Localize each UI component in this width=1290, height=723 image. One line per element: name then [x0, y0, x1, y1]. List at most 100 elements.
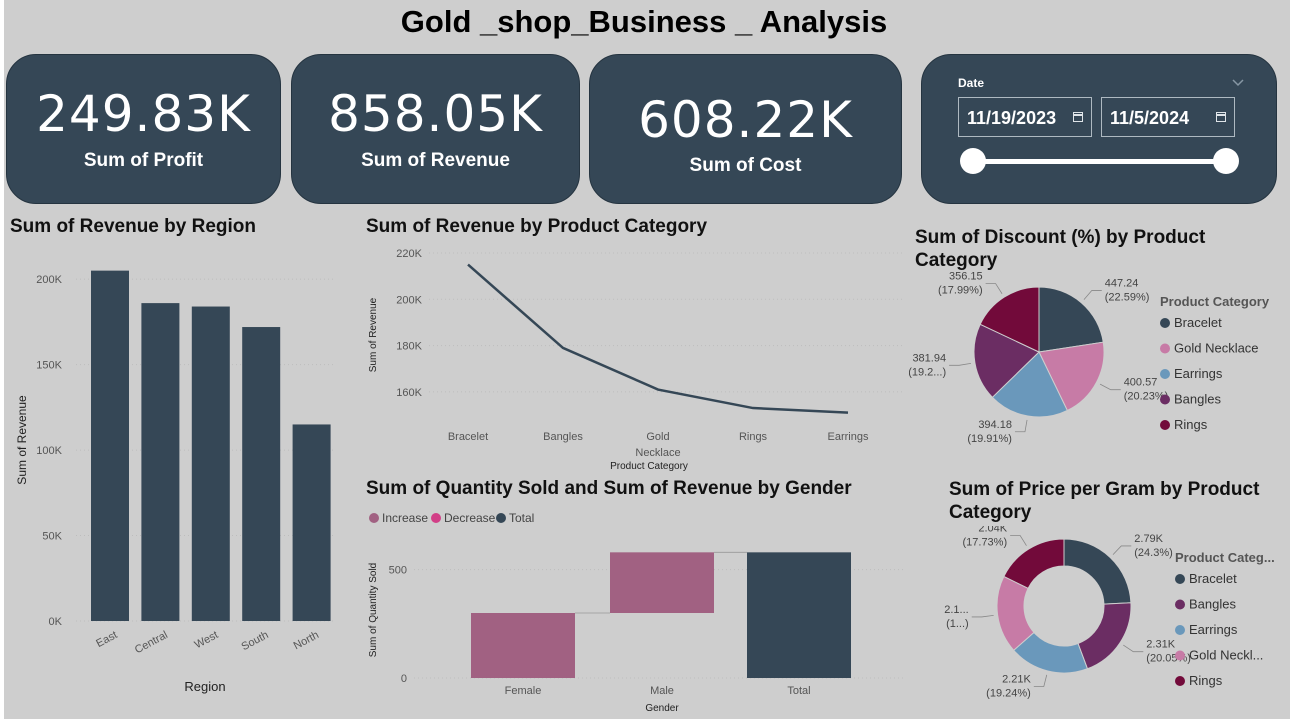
y-tick-label: 100K: [36, 445, 62, 457]
calendar-icon[interactable]: [1216, 112, 1226, 122]
y-axis-title: Sum of Revenue: [15, 395, 29, 485]
legend-swatch: [1160, 394, 1170, 405]
x-tick-label: Rings: [739, 431, 768, 443]
x-tick-label: East: [94, 629, 119, 650]
legend-entry: Earrings: [1189, 622, 1238, 637]
y-axis-title: Sum of Quantity Sold: [368, 563, 379, 658]
y-axis-title: Sum of Revenue: [368, 297, 379, 372]
end-date-value: 11/5/2024: [1110, 108, 1190, 128]
legend-swatch: [1175, 676, 1185, 686]
legend-swatch: [431, 513, 441, 523]
slice-percent-label: (1...): [946, 618, 969, 630]
x-axis-title: Product Category: [610, 461, 688, 472]
end-date-input[interactable]: 11/5/2024: [1101, 97, 1235, 137]
x-tick-label: Bracelet: [448, 431, 488, 443]
slice-percent-label: (19.24%): [986, 688, 1031, 700]
leader-line: [1123, 644, 1144, 653]
legend-swatch: [1160, 369, 1170, 379]
legend-swatch: [496, 513, 506, 523]
x-tick-label: Bangles: [543, 431, 583, 443]
slice-value-label: 356.15: [949, 272, 983, 283]
legend-title: Product Category: [1160, 294, 1270, 309]
x-tick-label: Earrings: [828, 431, 869, 443]
slice-percent-label: (19.91%): [967, 433, 1012, 445]
kpi-card-cost[interactable]: 608.22K Sum of Cost: [589, 54, 902, 204]
y-tick-label: 50K: [42, 531, 62, 543]
y-tick-label: 180K: [396, 341, 422, 353]
x-tick-label: North: [292, 629, 321, 652]
end-date-handle[interactable]: [1213, 148, 1239, 174]
legend-swatch: [1175, 599, 1185, 610]
legend-entry: Bracelet: [1189, 571, 1237, 586]
legend-swatch: [1160, 420, 1170, 430]
legend-entry: Bangles: [1189, 597, 1236, 612]
slice-percent-label: (20.23%): [1124, 391, 1169, 403]
chart-title-region: Sum of Revenue by Region: [10, 216, 256, 237]
slice-3: [973, 323, 1040, 399]
y-tick-label: 200K: [36, 274, 62, 286]
legend-entry: Rings: [1174, 417, 1208, 432]
gender-waterfall-chart: Increase Decrease Total 0 500 Female Male Total…: [368, 511, 904, 714]
kpi-label-profit: Sum of Profit: [83, 150, 204, 171]
leader-line: [985, 283, 1003, 294]
leader-line: [971, 614, 994, 618]
legend-entry: Gold Neckl...: [1189, 648, 1263, 663]
chart-title-product-revenue: Sum of Revenue by Product Category: [366, 216, 708, 237]
kpi-label-revenue: Sum of Revenue: [361, 150, 510, 171]
waterfall-bar-male: [610, 552, 714, 613]
legend-entry: Bracelet: [1174, 315, 1222, 330]
start-date-handle[interactable]: [960, 148, 986, 174]
x-tick-label: West: [193, 629, 221, 651]
kpi-card-revenue[interactable]: 858.05K Sum of Revenue: [291, 54, 580, 204]
calendar-icon[interactable]: [1073, 112, 1083, 122]
bar-north: [292, 424, 331, 621]
y-tick-label: 0: [401, 673, 407, 685]
y-tick-label: 200K: [396, 294, 422, 306]
date-slicer-label: Date: [958, 76, 985, 90]
price-per-gram-donut-chart: 2.79K(24.3%)2.31K(20.05%)2.21K(19.24%)2.…: [944, 526, 1275, 700]
slice-4: [1003, 538, 1065, 590]
x-tick-label: Necklace: [635, 447, 680, 459]
x-tick-label: Total: [787, 685, 810, 697]
legend-swatch: [1160, 318, 1170, 328]
slice-0: [1038, 286, 1104, 353]
slice-value-label: 447.24: [1105, 278, 1139, 290]
slice-value-label: 2.04K: [978, 526, 1007, 535]
slice-percent-label: (19.2...): [909, 366, 946, 378]
bar-east: [91, 270, 129, 621]
y-tick-label: 160K: [396, 387, 422, 399]
legend-swatch: [1175, 574, 1185, 584]
slice-value-label: 2.21K: [1002, 674, 1031, 686]
slice-value-label: 400.57: [1124, 377, 1158, 389]
start-date-input[interactable]: 11/19/2023: [958, 97, 1092, 137]
leader-line: [1083, 290, 1102, 300]
legend-swatch: [1175, 625, 1185, 635]
waterfall-bar-total: [747, 552, 851, 678]
slice-value-label: 2.1...: [944, 604, 968, 616]
date-slicer[interactable]: Date 11/19/2023 11/5/2024: [921, 54, 1277, 204]
slice-value-label: 2.79K: [1134, 533, 1163, 545]
legend-entry: Increase: [382, 511, 428, 525]
y-tick-label: 150K: [36, 360, 62, 372]
date-range-track[interactable]: [972, 159, 1226, 164]
kpi-card-profit[interactable]: 249.83K Sum of Profit: [6, 54, 281, 204]
slice-percent-label: (17.99%): [938, 285, 983, 297]
x-axis-title: Region: [184, 679, 225, 694]
chevron-down-icon[interactable]: [1232, 79, 1244, 87]
legend-title: Product Categ...: [1175, 550, 1275, 565]
legend-entry: Bangles: [1174, 392, 1221, 407]
x-tick-label: Male: [650, 685, 674, 697]
slice-percent-label: (17.73%): [962, 537, 1007, 549]
slice-value-label: 381.94: [912, 352, 946, 364]
legend-entry: Decrease: [444, 511, 496, 525]
discount-pie-chart: 447.24 (22.59%) 400.57 (20.23%) 394.18 (19.91…: [909, 272, 1270, 445]
legend-swatch: [1175, 650, 1185, 661]
revenue-by-region-chart: 0K 50K 100K 150K 200K East Central West South Nor…: [15, 270, 334, 694]
legend-entry: Total: [509, 511, 534, 525]
legend-swatch: [1160, 343, 1170, 354]
chart-title-price-per-gram: Sum of Price per Gram by Product Categor…: [949, 479, 1260, 523]
bar-central: [141, 303, 180, 621]
leader-line: [1112, 545, 1132, 555]
legend-entry: Rings: [1189, 673, 1223, 688]
y-tick-label: 0K: [49, 616, 63, 628]
